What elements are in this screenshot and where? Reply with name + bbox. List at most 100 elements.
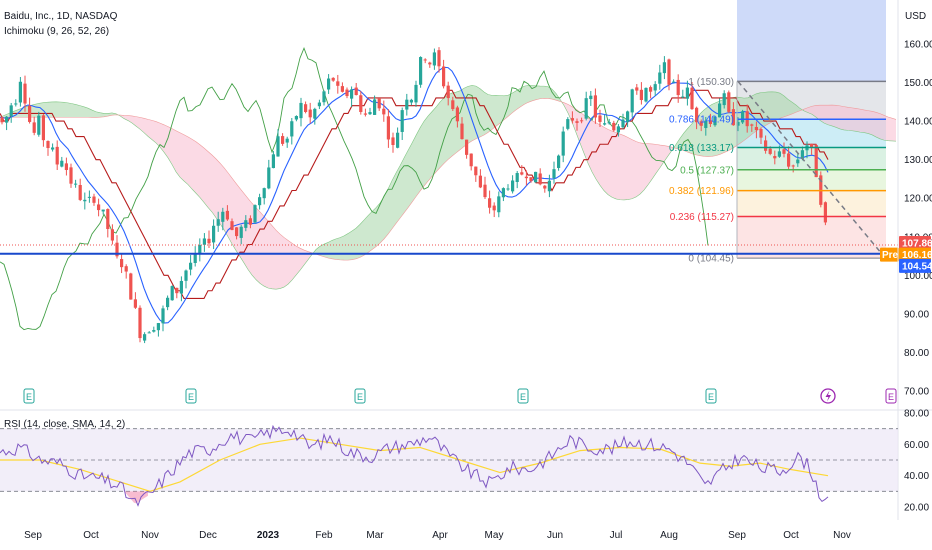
cloud-segment bbox=[748, 95, 752, 138]
cloud-segment bbox=[268, 220, 272, 289]
candle-body bbox=[170, 286, 174, 301]
candle-body bbox=[97, 204, 101, 211]
candle-body bbox=[239, 226, 243, 238]
cloud-segment bbox=[72, 103, 76, 118]
cloud-segment bbox=[68, 102, 72, 118]
candle-body bbox=[566, 119, 570, 129]
cloud-segment bbox=[344, 233, 348, 261]
cloud-segment bbox=[332, 238, 336, 260]
time-tick-label: Jun bbox=[547, 530, 563, 541]
candle-body bbox=[658, 72, 662, 84]
candle-body bbox=[589, 95, 593, 100]
cloud-segment bbox=[260, 211, 264, 287]
rsi-tick-label: 60.00 bbox=[904, 440, 929, 451]
candle-body bbox=[101, 209, 105, 212]
cloud-segment bbox=[212, 155, 216, 218]
cloud-segment bbox=[204, 147, 208, 208]
cloud-segment bbox=[824, 105, 828, 125]
cloud-segment bbox=[188, 136, 192, 190]
cloud-segment bbox=[448, 93, 452, 160]
candle-body bbox=[64, 163, 68, 171]
cloud-segment bbox=[376, 203, 380, 247]
candlesticks bbox=[0, 47, 827, 344]
candle-body bbox=[386, 116, 390, 140]
candle-body bbox=[764, 140, 768, 151]
candle-body bbox=[368, 112, 372, 115]
candle-body bbox=[708, 120, 712, 125]
candle-body bbox=[649, 87, 653, 92]
candle-body bbox=[340, 86, 344, 92]
cloud-segment bbox=[636, 141, 640, 197]
candle-body bbox=[258, 197, 262, 206]
price-tick-label: 150.00 bbox=[904, 78, 932, 89]
lagging-span bbox=[0, 46, 709, 331]
cloud-segment bbox=[480, 88, 484, 138]
time-tick-label: Oct bbox=[783, 530, 799, 541]
time-tick-label: 2023 bbox=[257, 530, 280, 541]
time-tick-label: Dec bbox=[199, 530, 217, 541]
candle-body bbox=[667, 59, 671, 85]
candle-body bbox=[612, 122, 616, 131]
time-tick-label: May bbox=[485, 530, 504, 541]
projection-trend-line[interactable] bbox=[737, 80, 886, 259]
candle-body bbox=[754, 126, 758, 131]
cloud-segment bbox=[840, 105, 844, 130]
cloud-segment bbox=[328, 240, 332, 259]
cloud-segment bbox=[820, 105, 824, 124]
forecast-region bbox=[737, 0, 886, 82]
cloud-segment bbox=[440, 97, 444, 168]
fib-level-label: 0.382 (121.96) bbox=[669, 186, 734, 197]
candle-body bbox=[110, 229, 114, 241]
earnings-marker-label: E bbox=[357, 392, 363, 402]
candle-body bbox=[267, 167, 271, 189]
cloud-segment bbox=[400, 157, 404, 219]
cloud-segment bbox=[84, 106, 88, 118]
candle-body bbox=[759, 129, 763, 138]
candle-body bbox=[488, 198, 492, 208]
cloud-segment bbox=[36, 103, 40, 118]
time-tick-label: Nov bbox=[141, 530, 159, 541]
price-tag bbox=[899, 236, 931, 251]
cloud-segment bbox=[664, 145, 668, 162]
candle-body bbox=[14, 103, 18, 105]
earnings-marker bbox=[185, 388, 197, 404]
candle-body bbox=[607, 122, 611, 124]
earnings-marker-label: E bbox=[26, 392, 32, 402]
candle-body bbox=[166, 297, 170, 308]
chart-title: Baidu, Inc., 1D, NASDAQ bbox=[4, 11, 118, 22]
earnings-marker-label: E bbox=[188, 392, 194, 402]
cloud-segment bbox=[412, 135, 416, 203]
candle-body bbox=[616, 126, 620, 133]
cloud-segment bbox=[140, 117, 144, 133]
cloud-segment bbox=[264, 216, 268, 289]
fibonacci-levels[interactable]: 1 (150.30) 0.786 (140.49) 0.618 (133.17) 0.… bbox=[669, 77, 886, 265]
fib-level-label: 0.618 (133.17) bbox=[669, 143, 734, 154]
candle-body bbox=[695, 107, 699, 123]
candle-body bbox=[78, 185, 82, 200]
cloud-segment bbox=[200, 144, 204, 203]
cloud-segment bbox=[532, 85, 536, 101]
cloud-segment bbox=[528, 85, 532, 103]
candle-body bbox=[138, 307, 142, 339]
cloud-segment bbox=[524, 85, 528, 105]
earnings-marker bbox=[705, 388, 717, 404]
cloud-segment bbox=[832, 105, 836, 128]
candle-body bbox=[672, 81, 676, 83]
cloud-segment bbox=[668, 146, 672, 156]
candle-body bbox=[18, 81, 22, 103]
candle-body bbox=[446, 85, 450, 99]
cloud-segment bbox=[372, 207, 376, 250]
time-tick-label: Aug bbox=[660, 530, 678, 541]
candle-body bbox=[409, 99, 413, 103]
candle-body bbox=[782, 149, 786, 154]
candle-body bbox=[451, 100, 455, 110]
cloud-segment bbox=[60, 101, 64, 118]
candle-body bbox=[28, 105, 32, 122]
rsi-line bbox=[0, 424, 829, 507]
candle-body bbox=[152, 330, 156, 332]
earnings-marker bbox=[517, 388, 529, 404]
time-axis[interactable]: Sep Oct Nov Dec 2023 Feb Mar Apr May Jun Jul Aug Sep… bbox=[24, 530, 851, 541]
cloud-segment bbox=[64, 102, 68, 118]
